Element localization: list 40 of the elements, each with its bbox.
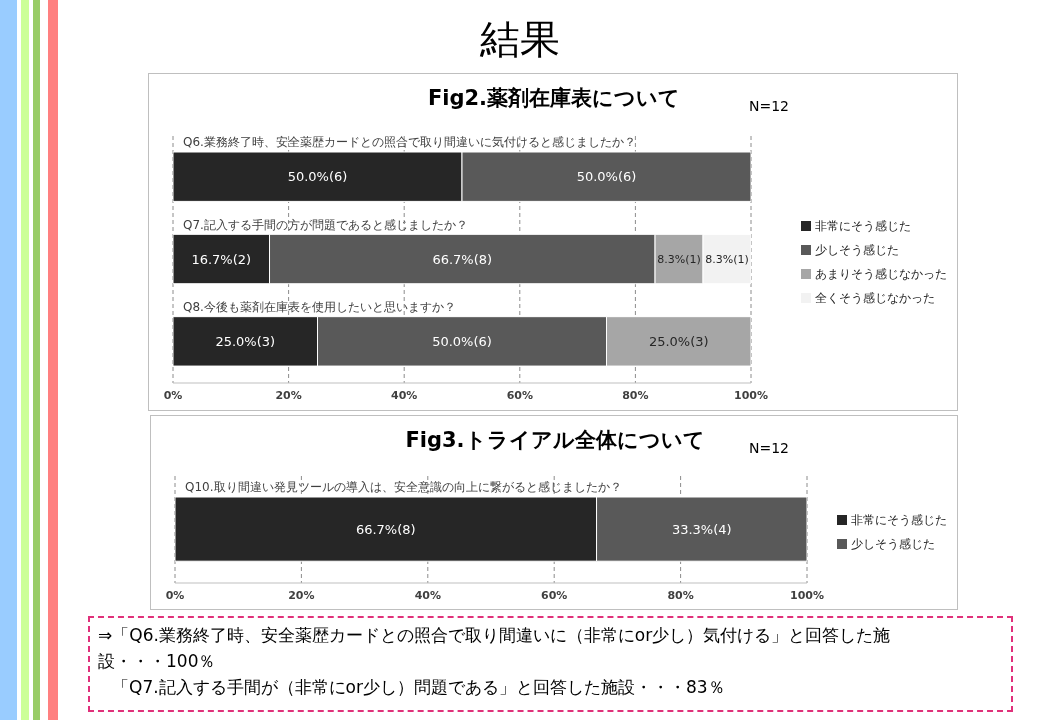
- legend-label: 非常にそう感じた: [851, 512, 947, 529]
- data-label: 16.7%(2): [191, 251, 252, 267]
- x-tick-label: 60%: [541, 588, 568, 602]
- data-label: 50.0%(6): [576, 169, 637, 185]
- chart-title: Fig2.薬剤在庫表について: [427, 86, 681, 110]
- x-tick-label: 40%: [391, 388, 418, 402]
- x-tick-label: 60%: [506, 388, 533, 402]
- x-tick-label: 80%: [667, 588, 694, 602]
- data-label: 8.3%(1): [705, 252, 749, 266]
- legend-label: 非常にそう感じた: [815, 218, 911, 235]
- text: N=12: [749, 440, 790, 456]
- text: N=12: [749, 98, 790, 114]
- data-label: 50.0%(6): [432, 333, 492, 349]
- x-tick-label: 80%: [622, 388, 649, 402]
- x-tick-label: 20%: [275, 388, 302, 402]
- chart-title: Fig3.トライアル全体について: [405, 428, 705, 452]
- text: ⇒「Q6.業務終了時、安全薬歴カードとの照合で取り間違いに（非常にor少し）気付ける」と回答した施設・・・100％: [98, 624, 892, 673]
- data-label: 50.0%(6): [287, 169, 348, 185]
- data-label: 66.7%(8): [432, 251, 493, 267]
- x-tick-label: 40%: [414, 588, 441, 602]
- x-tick-label: 100%: [790, 588, 824, 602]
- y-tick-label: Q10.取り間違い発見ツールの導入は、安全意識の向上に繋がると感じましたか？: [185, 480, 622, 495]
- data-label: 33.3%(4): [671, 521, 732, 537]
- y-tick-label: Q8.今後も薬剤在庫表を使用したいと思いますか？: [183, 300, 456, 315]
- x-tick-label: 0%: [163, 388, 183, 402]
- data-label: 25.0%(3): [648, 333, 709, 349]
- x-tick-label: 0%: [165, 588, 185, 602]
- data-label: 8.3%(1): [657, 252, 701, 266]
- x-tick-label: 20%: [288, 588, 315, 602]
- text: 「Q7.記入する手間が（非常にor少し）問題である」と回答した施設・・・83％: [111, 676, 726, 699]
- text: 結果: [479, 15, 561, 64]
- legend-label: 全くそう感じなかった: [815, 290, 935, 307]
- x-tick-label: 100%: [734, 388, 768, 402]
- y-tick-label: Q6.業務終了時、安全薬歴カードとの照合で取り間違いに気付けると感じましたか？: [183, 135, 636, 150]
- y-tick-label: Q7.記入する手間の方が問題であると感じましたか？: [183, 217, 468, 232]
- data-label: 25.0%(3): [215, 333, 276, 349]
- legend-label: 少しそう感じた: [851, 536, 935, 553]
- data-label: 66.7%(8): [355, 521, 416, 537]
- legend-label: 少しそう感じた: [815, 242, 899, 259]
- legend-label: あまりそう感じなかった: [815, 266, 947, 283]
